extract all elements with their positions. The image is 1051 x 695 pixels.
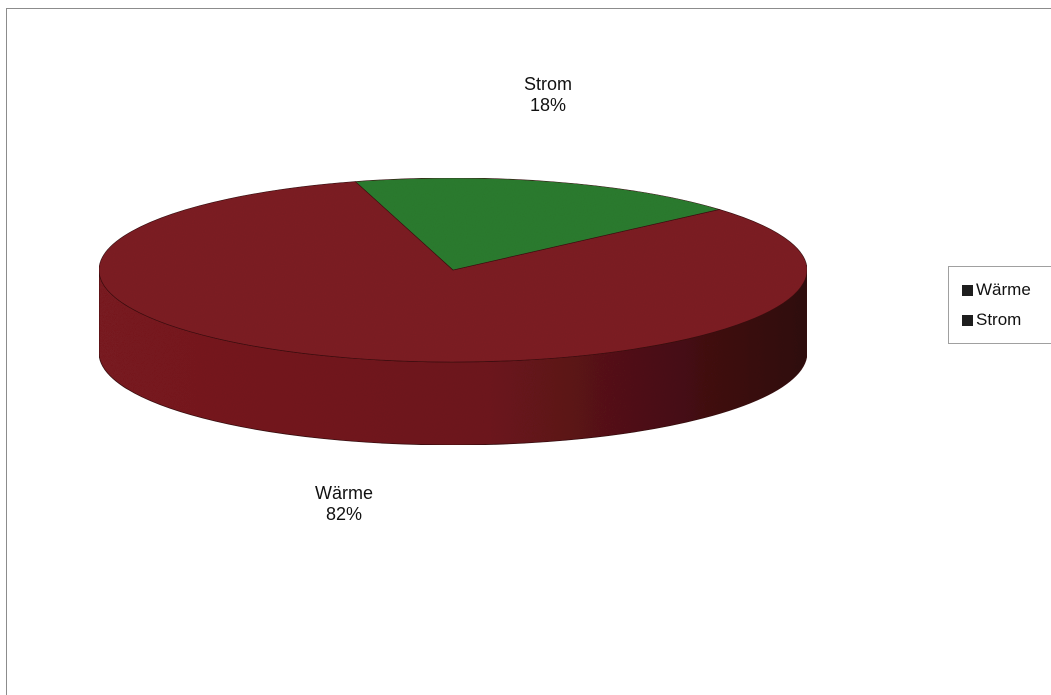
legend-swatch-icon [962, 284, 973, 296]
legend-label-waerme: Wärme [976, 280, 1031, 299]
legend-label-strom: Strom [976, 310, 1022, 329]
legend-item-strom: Strom [949, 305, 1051, 335]
data-label-strom: Strom 18% [448, 74, 648, 116]
pie-slice-strom [354, 177, 721, 271]
pie-slice-waerme [98, 181, 808, 363]
legend-item-waerme: Wärme [949, 275, 1051, 305]
data-label-waerme-name: Wärme [315, 483, 373, 503]
data-label-waerme: Wärme 82% [244, 483, 444, 525]
chart-legend: Wärme Strom [948, 266, 1051, 344]
data-label-waerme-percent: 82% [325, 504, 363, 524]
data-label-strom-percent: 18% [529, 95, 567, 115]
data-label-strom-name: Strom [523, 74, 572, 94]
legend-swatch-icon [962, 314, 973, 326]
